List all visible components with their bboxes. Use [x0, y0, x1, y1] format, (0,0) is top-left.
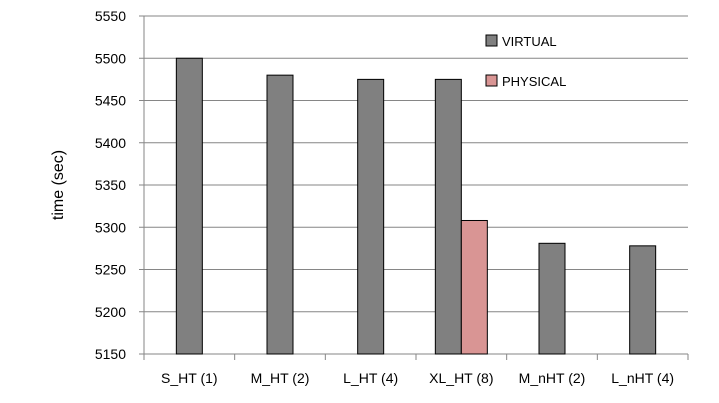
legend: VIRTUAL PHYSICAL [485, 34, 566, 89]
bar-virtual [357, 78, 385, 355]
bar-virtual [434, 78, 462, 355]
legend-swatch [485, 34, 498, 47]
y-tick-label: 5350 [95, 177, 126, 193]
y-tick-labels: 5150 5200 5250 5300 5350 5400 5450 5500 5550 [95, 8, 126, 362]
legend-label: PHYSICAL [502, 74, 566, 89]
bar-virtual [175, 57, 203, 355]
x-tick-label: M_HT (2) [251, 370, 310, 386]
x-tick-label: L_nHT (4) [611, 370, 674, 386]
x-tick-label: XL_HT (8) [429, 370, 493, 386]
y-tick-label: 5300 [95, 219, 126, 235]
x-tick-label: M_nHT (2) [519, 370, 586, 386]
bar-virtual [629, 245, 657, 355]
y-tick-label: 5400 [95, 135, 126, 151]
y-tick-label: 5200 [95, 304, 126, 320]
y-tick-label: 5500 [95, 50, 126, 66]
x-tick-label: L_HT (4) [343, 370, 398, 386]
legend-swatch [485, 74, 498, 87]
y-axis-title: time (sec) [50, 150, 67, 220]
x-tick-labels: S_HT (1) M_HT (2) L_HT (4) XL_HT (8) M_nHT (… [161, 370, 674, 386]
bar-physical [460, 219, 488, 355]
y-tick-label: 5550 [95, 8, 126, 24]
bar-virtual [538, 242, 566, 355]
gridlines [139, 15, 689, 360]
x-tick-label: S_HT (1) [161, 370, 218, 386]
bars [175, 57, 657, 355]
bar-virtual [266, 74, 294, 355]
y-tick-label: 5150 [95, 346, 126, 362]
y-tick-label: 5250 [95, 262, 126, 278]
axes [143, 16, 688, 355]
legend-label: VIRTUAL [502, 34, 557, 49]
y-tick-label: 5450 [95, 93, 126, 109]
